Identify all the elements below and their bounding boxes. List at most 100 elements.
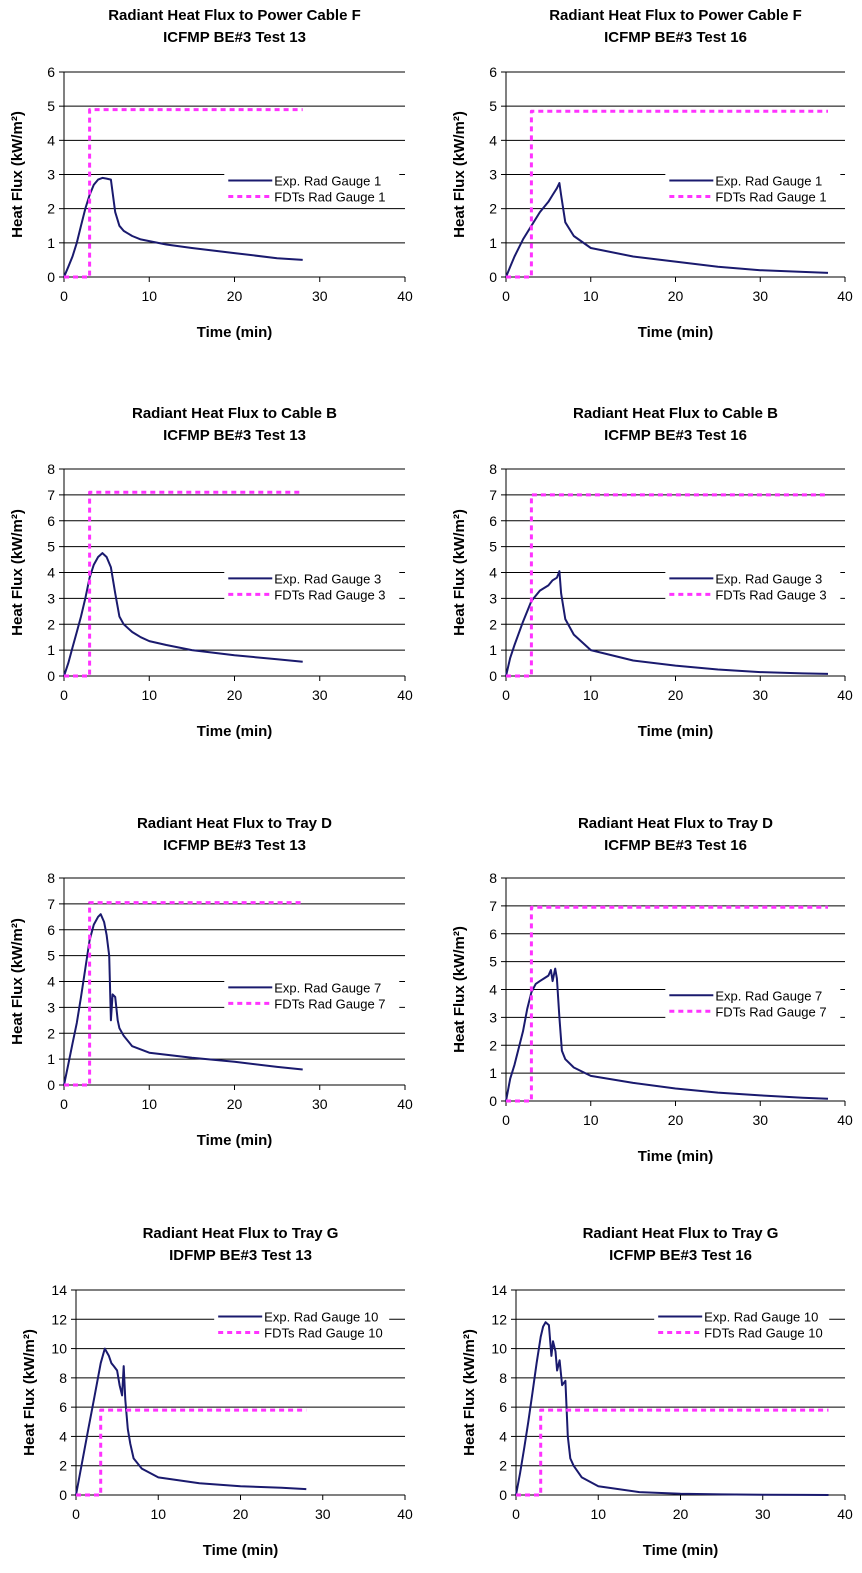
x-tick-label: 30 [755, 1506, 771, 1522]
fdts-series-line [64, 490, 303, 678]
x-tick-label: 10 [583, 1112, 599, 1128]
y-tick-label: 0 [489, 269, 497, 285]
experiment-series-line [63, 176, 303, 278]
y-tick-label: 2 [489, 201, 497, 217]
chart-subtitle: ICFMP BE#3 Test 16 [604, 837, 747, 854]
y-tick-label: 4 [47, 974, 55, 990]
y-tick-label: 3 [47, 999, 55, 1015]
experiment-series-line [515, 1321, 829, 1496]
y-tick-label: 0 [489, 668, 497, 684]
chart-panel: Radiant Heat Flux to Tray G ICFMP BE#3 Te… [461, 1225, 853, 1559]
y-tick-label: 6 [59, 1399, 67, 1415]
x-tick-label: 20 [233, 1506, 249, 1522]
legend-label: Exp. Rad Gauge 3 [715, 571, 822, 586]
y-tick-label: 5 [489, 98, 497, 114]
legend-background [654, 1306, 830, 1343]
x-tick-label: 30 [312, 687, 328, 703]
y-tick-label: 8 [489, 870, 497, 886]
y-axis-label: Heat Flux (kW/m²) [9, 918, 26, 1045]
y-tick-label: 8 [59, 1370, 67, 1386]
x-axis-label: Time (min) [638, 324, 714, 341]
y-tick-label: 2 [499, 1458, 507, 1474]
x-tick-label: 30 [752, 288, 768, 304]
legend-label: FDTs Rad Gauge 7 [715, 1004, 826, 1019]
y-tick-label: 8 [47, 461, 55, 477]
legend-label: FDTs Rad Gauge 3 [274, 587, 385, 602]
x-tick-label: 40 [397, 1096, 413, 1112]
y-tick-label: 14 [51, 1282, 67, 1298]
y-tick-label: 2 [47, 1025, 55, 1041]
y-axis-label: Heat Flux (kW/m²) [451, 509, 468, 636]
legend-label: Exp. Rad Gauge 3 [274, 571, 381, 586]
legend-label: FDTs Rad Gauge 3 [715, 587, 826, 602]
chart-title: Radiant Heat Flux to Tray D [578, 815, 773, 832]
legend-label: Exp. Rad Gauge 7 [274, 980, 381, 995]
legend-label: FDTs Rad Gauge 10 [704, 1325, 823, 1340]
y-tick-label: 2 [47, 616, 55, 632]
chart-title: Radiant Heat Flux to Cable B [573, 405, 778, 422]
y-axis-label: Heat Flux (kW/m²) [9, 509, 26, 636]
y-tick-label: 1 [489, 235, 497, 251]
y-tick-label: 8 [499, 1370, 507, 1386]
chart-title: Radiant Heat Flux to Power Cable F [108, 7, 361, 24]
legend-label: Exp. Rad Gauge 7 [715, 988, 822, 1003]
chart-title: Radiant Heat Flux to Tray G [583, 1225, 779, 1242]
chart-panel: Radiant Heat Flux to Tray D ICFMP BE#3 Te… [9, 815, 413, 1149]
fdts-series-line [516, 1408, 829, 1497]
y-tick-label: 10 [51, 1341, 67, 1357]
x-tick-label: 20 [668, 288, 684, 304]
y-tick-label: 2 [47, 201, 55, 217]
experiment-series-line [75, 1347, 307, 1496]
legend-background [665, 985, 841, 1022]
x-tick-label: 0 [60, 288, 68, 304]
experiment-series-line [63, 913, 303, 1086]
x-tick-label: 10 [583, 687, 599, 703]
x-tick-label: 40 [837, 1506, 853, 1522]
x-tick-label: 20 [673, 1506, 689, 1522]
y-tick-label: 0 [47, 1077, 55, 1093]
y-tick-label: 3 [489, 590, 497, 606]
x-axis-label: Time (min) [197, 1132, 273, 1149]
x-tick-label: 20 [227, 288, 243, 304]
legend-label: FDTs Rad Gauge 1 [715, 189, 826, 204]
x-tick-label: 10 [141, 288, 157, 304]
y-tick-label: 6 [489, 64, 497, 80]
y-tick-label: 1 [47, 1051, 55, 1067]
chart-subtitle: ICFMP BE#3 Test 13 [163, 427, 306, 444]
x-axis-label: Time (min) [638, 723, 714, 740]
experiment-series-line [63, 552, 303, 677]
y-tick-label: 2 [489, 616, 497, 632]
y-tick-label: 12 [491, 1311, 507, 1327]
x-axis-label: Time (min) [203, 1542, 279, 1559]
y-tick-label: 4 [489, 132, 497, 148]
x-tick-label: 20 [668, 1112, 684, 1128]
y-tick-label: 12 [51, 1311, 67, 1327]
y-tick-label: 1 [489, 642, 497, 658]
x-tick-label: 40 [397, 1506, 413, 1522]
x-tick-label: 30 [752, 687, 768, 703]
chart-panel: Radiant Heat Flux to Power Cable F ICFMP … [9, 7, 413, 341]
chart-title: Radiant Heat Flux to Power Cable F [549, 7, 802, 24]
x-tick-label: 0 [502, 687, 510, 703]
x-tick-label: 0 [502, 288, 510, 304]
y-axis-label: Heat Flux (kW/m²) [451, 111, 468, 238]
fdts-series-line [506, 905, 828, 1103]
y-axis-label: Heat Flux (kW/m²) [9, 111, 26, 238]
y-tick-label: 6 [499, 1399, 507, 1415]
legend-background [224, 170, 400, 207]
legend-label: FDTs Rad Gauge 7 [274, 996, 385, 1011]
chart-title: Radiant Heat Flux to Cable B [132, 405, 337, 422]
x-tick-label: 0 [512, 1506, 520, 1522]
x-tick-label: 40 [837, 1112, 853, 1128]
y-tick-label: 1 [489, 1065, 497, 1081]
y-tick-label: 2 [59, 1458, 67, 1474]
y-axis-label: Heat Flux (kW/m²) [451, 926, 468, 1053]
x-axis-label: Time (min) [197, 723, 273, 740]
y-tick-label: 0 [59, 1487, 67, 1503]
legend-label: Exp. Rad Gauge 1 [715, 173, 822, 188]
x-tick-label: 40 [397, 288, 413, 304]
y-tick-label: 4 [499, 1428, 507, 1444]
